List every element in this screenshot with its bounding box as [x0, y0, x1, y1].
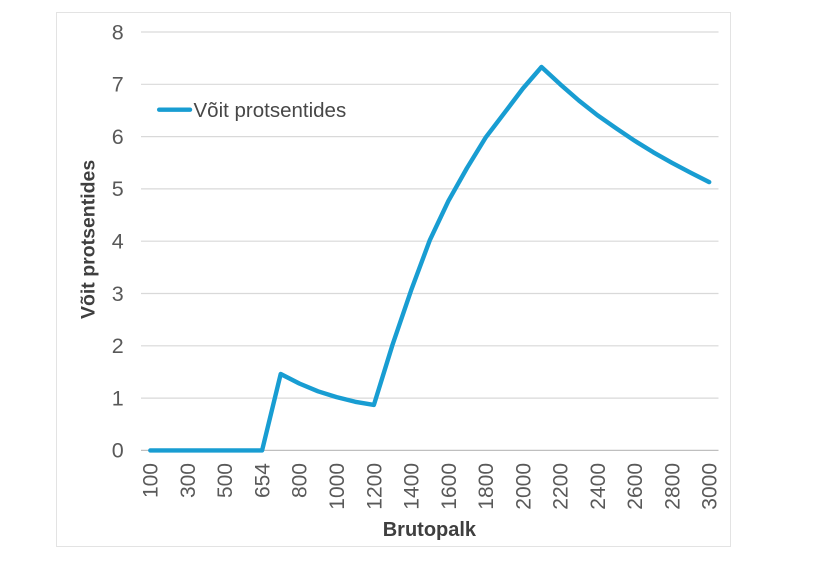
- svg-text:2000: 2000: [512, 463, 535, 510]
- svg-text:1800: 1800: [475, 463, 498, 510]
- svg-text:Võit protsentides: Võit protsentides: [194, 99, 347, 122]
- svg-text:300: 300: [177, 463, 200, 498]
- svg-text:500: 500: [214, 463, 237, 498]
- svg-text:2600: 2600: [624, 463, 647, 510]
- svg-text:Brutopalk: Brutopalk: [383, 519, 477, 541]
- svg-text:Võit protsentides: Võit protsentides: [77, 160, 99, 319]
- svg-text:1: 1: [112, 386, 124, 410]
- svg-text:7: 7: [112, 73, 124, 97]
- svg-text:1600: 1600: [438, 463, 461, 510]
- svg-text:1400: 1400: [401, 463, 424, 510]
- svg-text:0: 0: [112, 439, 124, 463]
- svg-text:2200: 2200: [550, 463, 573, 510]
- svg-text:1000: 1000: [326, 463, 349, 510]
- svg-text:100: 100: [140, 463, 163, 498]
- svg-text:1200: 1200: [363, 463, 386, 510]
- svg-text:4: 4: [112, 230, 124, 254]
- svg-text:5: 5: [112, 177, 124, 201]
- svg-text:2800: 2800: [661, 463, 684, 510]
- svg-text:8: 8: [112, 20, 124, 44]
- svg-text:654: 654: [252, 463, 275, 498]
- svg-text:2: 2: [112, 334, 124, 358]
- svg-text:6: 6: [112, 125, 124, 149]
- svg-text:3000: 3000: [699, 463, 722, 510]
- svg-text:3: 3: [112, 282, 124, 306]
- svg-text:800: 800: [289, 463, 312, 498]
- svg-text:2400: 2400: [587, 463, 610, 510]
